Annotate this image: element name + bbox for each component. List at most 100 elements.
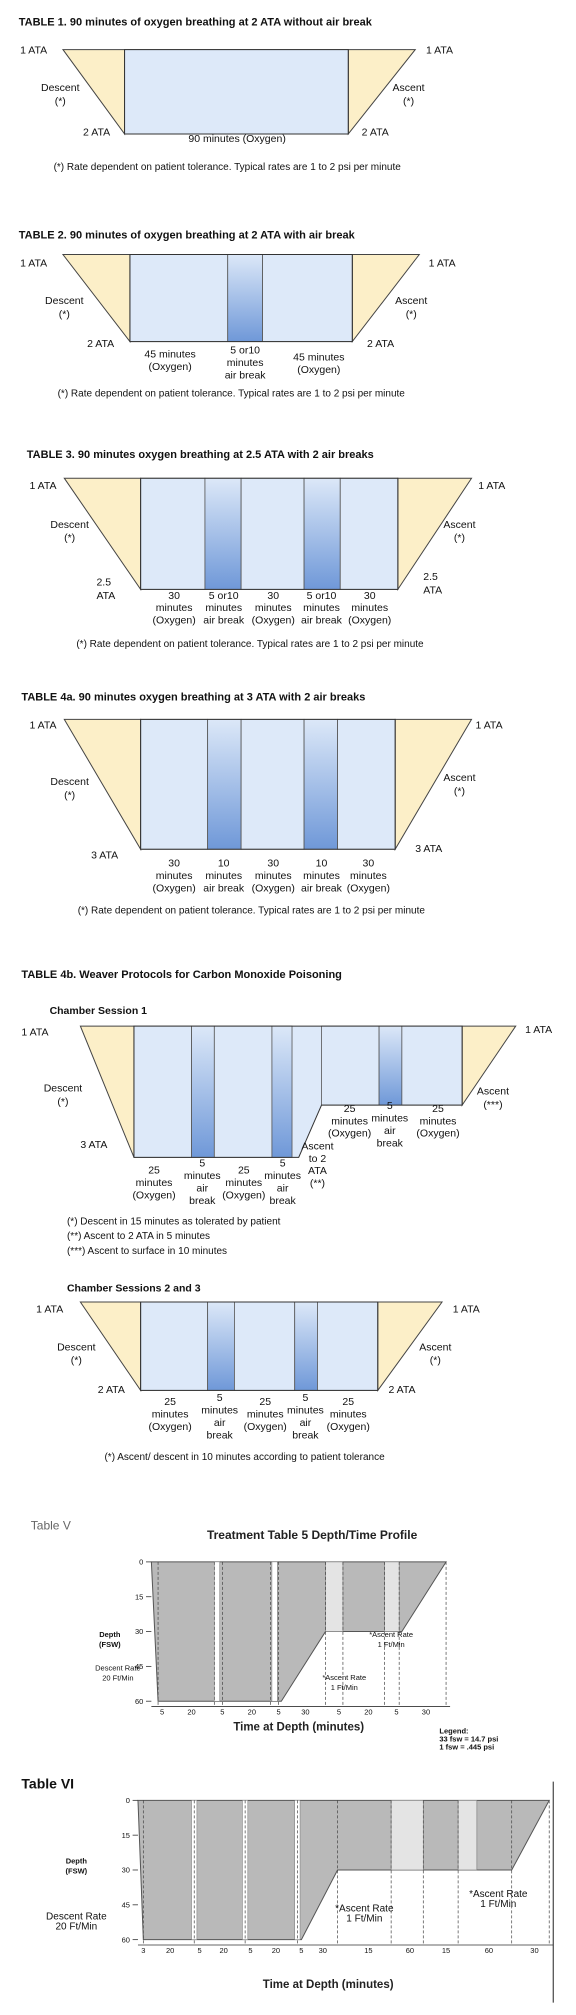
descent-rate: Descent Rate bbox=[46, 1912, 107, 1923]
pressure-label: 3 ATA bbox=[91, 850, 118, 862]
pressure-label: 1 ATA bbox=[21, 1026, 48, 1038]
x-tick-label: 5 bbox=[394, 1708, 398, 1717]
segment-label: 5 or10 bbox=[230, 345, 260, 357]
y-tick-label: 60 bbox=[122, 1935, 130, 1944]
segment-label: 5 bbox=[280, 1158, 286, 1170]
descent-rate: 20 Ft/Min bbox=[102, 1673, 133, 1682]
ascent-label: Ascent bbox=[443, 519, 475, 531]
segment-label: minutes bbox=[350, 870, 387, 882]
segment-label: (**) bbox=[310, 1178, 325, 1190]
x-tick-label: 20 bbox=[187, 1708, 195, 1717]
oxygen-period bbox=[240, 718, 305, 850]
air-period bbox=[325, 1561, 344, 1632]
y-tick-label: 15 bbox=[122, 1831, 130, 1840]
segment-label: air bbox=[384, 1125, 396, 1137]
x-tick-label: 20 bbox=[220, 1946, 228, 1955]
ascent-label: (*) bbox=[454, 532, 465, 544]
depth-profile bbox=[137, 1799, 551, 1941]
oxygen-period bbox=[140, 477, 206, 590]
pressure-label: 2 ATA bbox=[367, 338, 394, 350]
segment-label: (Oxygen) bbox=[297, 364, 340, 376]
segment-label: 25 bbox=[238, 1164, 250, 1176]
segment-label: minutes bbox=[227, 357, 264, 369]
segment-label: (Oxygen) bbox=[347, 883, 390, 895]
pressure-label: 2.5 bbox=[96, 576, 111, 588]
y-tick-label: 30 bbox=[122, 1866, 130, 1875]
segment-label: air bbox=[214, 1417, 226, 1429]
segment-label: minutes bbox=[331, 1115, 368, 1127]
segment-label: air break bbox=[301, 883, 343, 895]
ascent-label: Ascent bbox=[419, 1341, 451, 1353]
profile-title: Treatment Table 5 Depth/Time Profile bbox=[207, 1528, 418, 1542]
session-title: Chamber Sessions 2 and 3 bbox=[67, 1282, 201, 1294]
air-break bbox=[191, 1025, 215, 1158]
descent-rate: 20 Ft/Min bbox=[56, 1922, 98, 1933]
table-title: TABLE 2. 90 minutes of oxygen breathing … bbox=[19, 229, 356, 241]
table-title: TABLE 4a. 90 minutes oxygen breathing at… bbox=[21, 692, 365, 704]
footnote: (*) Ascent/ descent in 10 minutes accord… bbox=[104, 1452, 385, 1463]
segment-label: minutes bbox=[201, 1405, 238, 1417]
y-tick-label: 0 bbox=[126, 1796, 130, 1805]
x-tick-label: 5 bbox=[198, 1946, 202, 1955]
oxygen-period bbox=[133, 1025, 192, 1158]
oxygen-period bbox=[317, 1301, 379, 1391]
pressure-label: 2 ATA bbox=[83, 126, 110, 138]
descent-rate: Descent Rate bbox=[95, 1663, 140, 1672]
segment-label: air bbox=[300, 1417, 312, 1429]
y-tick-label: 45 bbox=[122, 1900, 130, 1909]
segment-label: 30 bbox=[363, 858, 375, 870]
x-tick-label: 20 bbox=[166, 1946, 174, 1955]
air-break bbox=[294, 1301, 318, 1391]
descent-label: Descent bbox=[50, 519, 89, 531]
segment-label: ATA bbox=[308, 1165, 327, 1177]
x-tick-label: 20 bbox=[248, 1708, 256, 1717]
ascent-rate: *Ascent Rate bbox=[322, 1673, 366, 1682]
table-label: Table V bbox=[31, 1519, 71, 1533]
ascent-wedge bbox=[394, 718, 473, 852]
table-title: TABLE 4b. Weaver Protocols for Carbon Mo… bbox=[21, 969, 341, 981]
legend: 1 fsw = .445 psi bbox=[439, 1742, 494, 1751]
descent-label: (*) bbox=[59, 308, 70, 320]
segment-label: 5 bbox=[302, 1392, 308, 1404]
air-period bbox=[384, 1561, 400, 1632]
segment-label: air break bbox=[203, 615, 245, 627]
segment-label: air bbox=[196, 1183, 208, 1195]
pressure-label: 2 ATA bbox=[87, 338, 114, 350]
segment-label: 5 bbox=[217, 1392, 223, 1404]
pressure-label: 3 ATA bbox=[415, 843, 442, 855]
pressure-label: 1 ATA bbox=[20, 258, 47, 270]
segment-label: (Oxygen) bbox=[244, 1421, 287, 1433]
x-tick-label: 30 bbox=[319, 1946, 327, 1955]
ascent-label: Ascent bbox=[477, 1085, 509, 1097]
x-tick-label: 5 bbox=[220, 1708, 224, 1717]
x-tick-label: 30 bbox=[422, 1708, 430, 1717]
y-tick-label: 30 bbox=[135, 1627, 143, 1636]
air-break bbox=[204, 477, 242, 590]
segment-label: minutes bbox=[264, 1170, 301, 1182]
pressure-label: 3 ATA bbox=[80, 1139, 107, 1151]
x-tick-label: 5 bbox=[337, 1708, 341, 1717]
segment-label: minutes bbox=[330, 1409, 367, 1421]
air-break bbox=[378, 1025, 403, 1106]
segment-label: minutes bbox=[156, 602, 193, 614]
legend: 33 fsw = 14.7 psi bbox=[439, 1734, 498, 1743]
session-title: Chamber Session 1 bbox=[50, 1005, 148, 1017]
oxygen-period bbox=[213, 1025, 273, 1158]
segment-label: break bbox=[189, 1195, 216, 1207]
segment-label: (Oxygen) bbox=[328, 1128, 371, 1140]
segment-label: (Oxygen) bbox=[416, 1128, 459, 1140]
y-tick-label: 0 bbox=[139, 1558, 143, 1567]
air-break bbox=[227, 254, 263, 342]
x-tick-label: 60 bbox=[406, 1946, 414, 1955]
ascent-label: Ascent bbox=[443, 772, 475, 784]
pressure-label: 1 ATA bbox=[525, 1024, 552, 1036]
segment-label: break bbox=[377, 1138, 404, 1150]
x-tick-label: 5 bbox=[248, 1946, 252, 1955]
segment-label: minutes bbox=[152, 1409, 189, 1421]
chamber-outline bbox=[140, 718, 396, 850]
ascent-label: (*) bbox=[403, 95, 414, 107]
footnote: (*) Rate dependent on patient tolerance.… bbox=[54, 162, 402, 173]
ascent-label: Ascent bbox=[393, 82, 425, 94]
segment-label: minutes bbox=[255, 870, 292, 882]
